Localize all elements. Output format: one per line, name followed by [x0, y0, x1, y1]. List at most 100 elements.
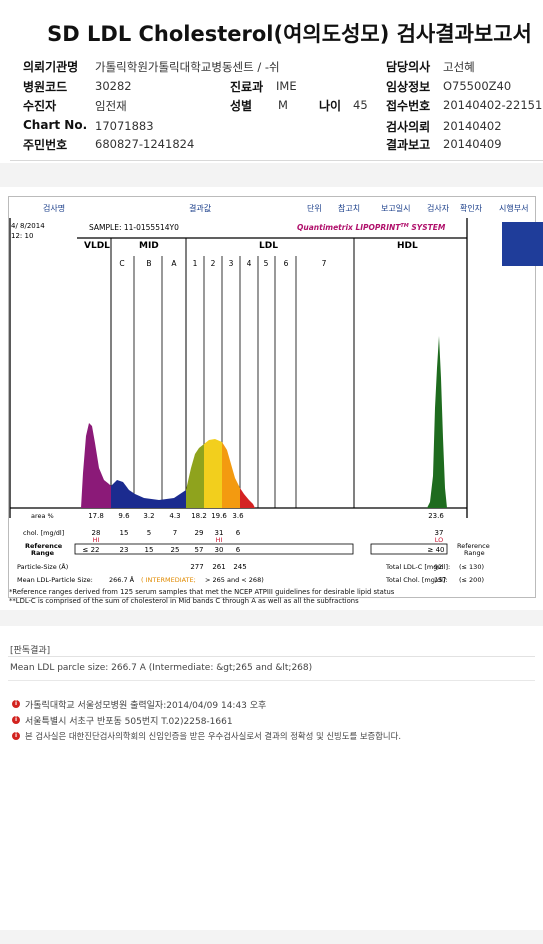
- age-label: 나이: [319, 99, 342, 113]
- area-value: 18.2: [191, 512, 207, 520]
- sex-label: 성별: [230, 99, 253, 113]
- ref-box-hdl: [370, 543, 448, 555]
- band-label: 6: [284, 259, 289, 268]
- patient-value: 임전재: [95, 99, 127, 113]
- divider: [10, 160, 543, 161]
- doctor-value: 고선혜: [443, 60, 475, 74]
- col-report-date: 보고일시: [381, 204, 411, 213]
- vldl-peak: [81, 423, 111, 508]
- area-value: 17.8: [88, 512, 104, 520]
- info-bullet-icon: i: [12, 716, 20, 724]
- receipt-label: 접수번호: [386, 99, 431, 113]
- ref-value: 15: [145, 546, 154, 554]
- footnote-2: **LDL-C is comprised of the sum of chole…: [9, 597, 359, 605]
- particle-value: 261: [212, 563, 225, 571]
- spacer-band: [0, 610, 543, 626]
- section-mid: MID: [139, 241, 159, 251]
- mean-ldl-interp: ( INTERMEDIATE;: [141, 576, 196, 584]
- total-ldl-label: Total LDL-C [mg/dl]:: [385, 563, 450, 571]
- chol-value: 5: [147, 529, 151, 537]
- footer-line-3: 본 검사실은 대한진단검사의학회의 신임인증을 받은 우수검사실로서 결과의 정…: [25, 731, 402, 741]
- chol-value: 7: [173, 529, 177, 537]
- ref-value: 6: [236, 546, 241, 554]
- total-ldl-value: 92: [434, 563, 442, 571]
- hdl-peak: [427, 336, 447, 508]
- flag-hi: HI: [216, 536, 223, 544]
- ref-right-label: Range: [464, 549, 485, 557]
- hospital-code-value: 30282: [95, 79, 132, 93]
- flag-hi: HI: [93, 536, 100, 544]
- divider: [8, 656, 535, 657]
- ref-label: Range: [31, 549, 55, 557]
- total-chol-label: Total Chol. [mg/dl]:: [385, 576, 448, 584]
- band-label: A: [171, 259, 177, 268]
- blue-marker: [502, 222, 543, 266]
- col-unit: 단위: [307, 204, 322, 213]
- patient-label: 수진자: [23, 99, 57, 113]
- particle-label: Particle-Size (Å): [17, 562, 68, 571]
- report-date-value: 20140409: [443, 137, 502, 151]
- lipoprint-chart: 4/ 8/2014 12: 10 SAMPLE: 11-0155514Y0 Qu…: [9, 218, 490, 584]
- ref-value: 23: [120, 546, 129, 554]
- request-date-value: 20140402: [443, 119, 502, 133]
- col-result: 결과값: [189, 204, 212, 213]
- ref-right-label: Reference: [457, 542, 490, 550]
- chol-value: 15: [120, 529, 129, 537]
- chart-no-value: 17071883: [95, 119, 154, 133]
- dept-value: IME: [276, 79, 297, 93]
- band-label: 3: [229, 259, 234, 268]
- age-value: 45: [353, 98, 368, 112]
- clinical-info-label: 임상정보: [386, 80, 431, 94]
- result-frame: [8, 196, 536, 598]
- particle-value: 245: [233, 563, 246, 571]
- area-label: area %: [31, 512, 54, 520]
- section-ldl: LDL: [259, 241, 278, 251]
- mean-ldl-label: Mean LDL-Particle Size:: [17, 576, 93, 584]
- chart-sample: SAMPLE: 11-0155514Y0: [89, 223, 179, 232]
- ref-value: ≤ 22: [83, 546, 100, 554]
- divider: [8, 680, 535, 681]
- chol-label: chol. [mg/dl]: [23, 529, 64, 537]
- band-label: C: [119, 259, 124, 268]
- chol-value: 31: [215, 529, 224, 537]
- request-date-label: 검사의뢰: [386, 120, 431, 134]
- ref-label: Reference: [25, 542, 63, 550]
- area-value: 9.6: [118, 512, 130, 520]
- band-label: B: [146, 259, 151, 268]
- total-chol-ref: (≤ 200): [459, 576, 484, 584]
- info-bullet-icon: i: [12, 700, 20, 708]
- ldl-peak-3: [222, 442, 240, 508]
- result-header-row: 검사명 결과값 단위 참고치 보고일시 검사자 확인자 시행부서: [9, 200, 535, 217]
- bottom-band: [0, 930, 543, 944]
- footer-line-1: 가톨릭대학교 서울성모병원 출력일자:2014/04/09 14:43 오후: [25, 701, 267, 711]
- interpretation-text: Mean LDL parcle size: 266.7 A (Intermedi…: [10, 663, 313, 673]
- doctor-label: 담당의사: [386, 60, 431, 74]
- footer-line-2: 서울특별시 서초구 반포동 505번지 T.02)2258-1661: [25, 717, 233, 727]
- area-value: 3.6: [232, 512, 244, 520]
- mean-ldl-range: > 265 and < 268): [205, 576, 264, 584]
- ldl-peak-1: [186, 444, 204, 508]
- receipt-value: 20140402-22151: [443, 98, 543, 112]
- area-hdl: 23.6: [428, 512, 444, 520]
- total-chol-value: 157: [434, 576, 446, 584]
- id-label: 주민번호: [23, 138, 68, 152]
- section-vldl: VLDL: [84, 241, 110, 251]
- band-label: 5: [264, 259, 269, 268]
- report-title: SD LDL Cholesterol(여의도성모) 검사결과보고서: [47, 22, 532, 46]
- chart-time: 12: 10: [11, 232, 33, 240]
- area-value: 3.2: [143, 512, 154, 520]
- institution-value: 가톨릭학원가톨릭대학교병동센트 / -쉬: [95, 60, 280, 74]
- band-label: 2: [211, 259, 216, 268]
- id-value: 680827-1241824: [95, 137, 195, 151]
- chol-value: 28: [92, 529, 101, 537]
- ref-hdl: ≥ 40: [428, 546, 445, 554]
- mid-peak: [111, 480, 186, 508]
- band-label: 1: [193, 259, 198, 268]
- band-label: 4: [247, 259, 252, 268]
- band-labels: C B A 1 2 3 4 5 6 7: [119, 259, 326, 268]
- col-confirmer: 확인자: [460, 204, 483, 213]
- interpretation-heading: [판독결과]: [10, 646, 51, 656]
- info-bullet-icon: i: [12, 732, 20, 740]
- particle-value: 277: [190, 563, 203, 571]
- dept-label: 진료과: [230, 80, 264, 94]
